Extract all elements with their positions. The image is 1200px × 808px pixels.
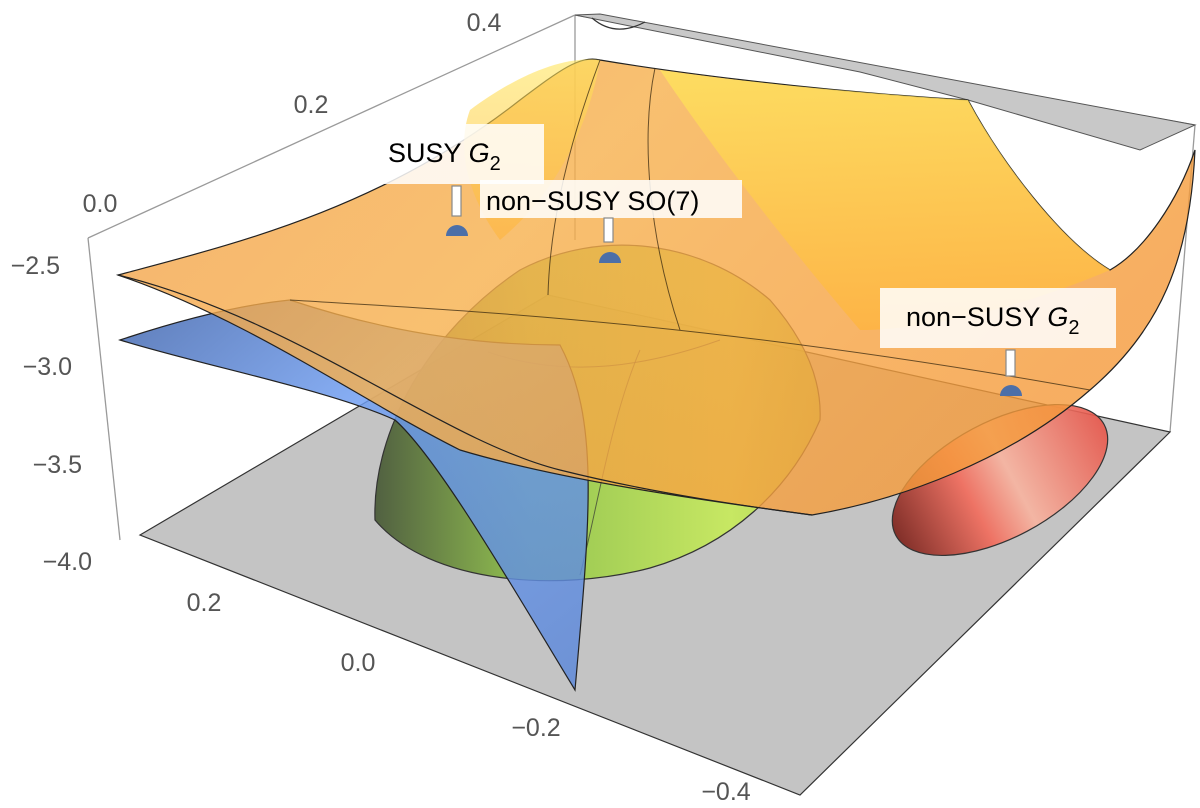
- back-plane-surface: [574, 13, 1197, 151]
- x-tick-label: 0.2: [187, 589, 222, 617]
- x-tick-label: −0.2: [511, 714, 560, 742]
- critical-point-non-susy-so7: non−SUSY SO(7): [480, 180, 742, 263]
- x-tick-label: 0.0: [341, 649, 376, 677]
- point-label: non−SUSY SO(7): [486, 186, 699, 216]
- yellow-ridge-highlight: [660, 70, 1110, 330]
- y-tick-label: 0.4: [467, 9, 502, 37]
- critical-point-marker: [599, 252, 621, 263]
- point-callout-stem: [603, 217, 614, 243]
- point-label: SUSY G2: [388, 138, 501, 175]
- z-tick-label: −3.5: [33, 451, 82, 479]
- point-callout-stem: [1005, 349, 1016, 377]
- z-tick-label: −2.5: [11, 252, 60, 280]
- back-plane-contour: [591, 17, 646, 30]
- critical-point-susy-g2: SUSY G2: [370, 124, 544, 236]
- critical-point-marker: [446, 225, 468, 236]
- y-axis-ticks: 0.4 0.2 0.0: [83, 9, 502, 218]
- point-label: non−SUSY G2: [906, 302, 1080, 339]
- z-axis-ticks: −2.5 −3.0 −3.5 −4.0: [11, 252, 92, 576]
- point-label-box: [480, 180, 742, 218]
- x-axis-ticks: 0.2 0.0 −0.2 −0.4: [187, 589, 751, 806]
- z-tick-label: −4.0: [43, 548, 92, 576]
- z-tick-label: −3.0: [23, 353, 72, 381]
- y-tick-label: 0.2: [294, 91, 329, 119]
- x-tick-label: −0.4: [701, 778, 750, 806]
- point-label-box: [880, 288, 1116, 348]
- point-label-box: [370, 124, 544, 184]
- critical-point-marker: [1000, 385, 1022, 396]
- point-callout-stem: [451, 185, 462, 217]
- critical-point-non-susy-g2: non−SUSY G2: [880, 288, 1116, 396]
- y-tick-label: 0.0: [83, 190, 118, 218]
- orange-surface-lower-edge: [117, 274, 813, 516]
